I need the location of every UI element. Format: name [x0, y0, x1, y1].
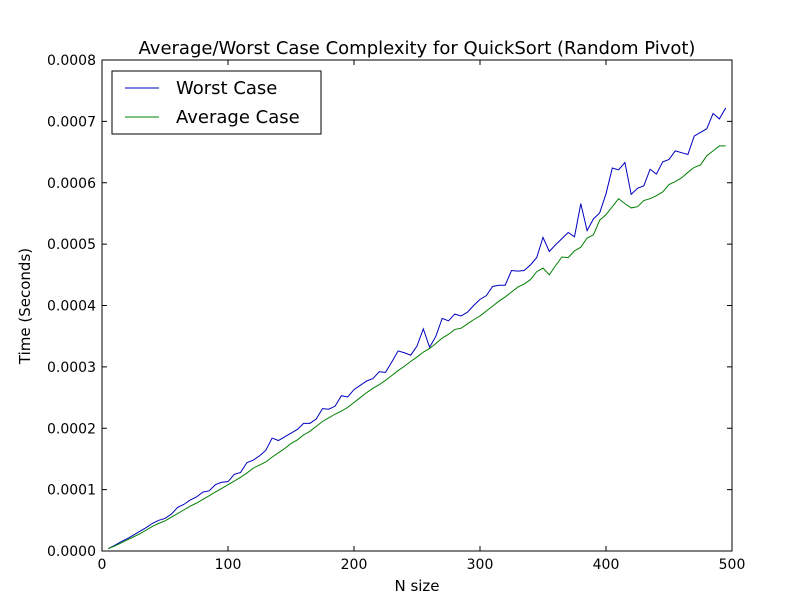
plot-lines: [108, 107, 727, 550]
x-tick-label: 100: [215, 557, 242, 573]
x-tick-label: 400: [593, 557, 620, 573]
y-tick-label: 0.0002: [47, 421, 96, 437]
x-tick-label: 200: [341, 557, 368, 573]
x-tick-label: 500: [719, 557, 746, 573]
y-axis-label: Time (Seconds): [16, 248, 34, 365]
legend: Worst Case Average Case: [111, 70, 322, 135]
y-tick-label: 0.0006: [47, 176, 96, 192]
y-tick-label: 0.0007: [47, 114, 96, 130]
series-line-worst-case: [108, 107, 727, 549]
series-line-average-case: [108, 145, 726, 550]
x-tick-label: 0: [98, 557, 107, 573]
legend-box: [111, 70, 322, 135]
x-axis-ticks: 0 100 200 300 400 500: [98, 60, 746, 573]
legend-label-worst-case: Worst Case: [176, 78, 277, 99]
y-tick-label: 0.0008: [47, 53, 96, 69]
y-tick-label: 0.0003: [47, 360, 96, 376]
x-axis-label: N size: [394, 577, 439, 595]
y-axis-ticks: 0.0000 0.0001 0.0002 0.0003 0.0004 0.0005 0.00…: [47, 53, 732, 560]
y-tick-label: 0.0004: [47, 299, 96, 315]
y-tick-label: 0.0005: [47, 237, 96, 253]
x-tick-label: 300: [467, 557, 494, 573]
y-tick-label: 0.0000: [47, 544, 96, 560]
chart-title: Average/Worst Case Complexity for QuickS…: [139, 38, 696, 59]
legend-label-average-case: Average Case: [176, 107, 300, 128]
y-tick-label: 0.0001: [47, 483, 96, 499]
